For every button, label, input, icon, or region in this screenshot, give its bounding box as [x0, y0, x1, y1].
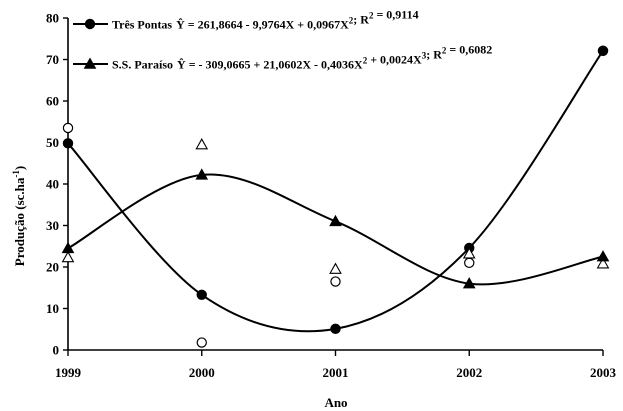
x-tick-label: 2000: [189, 365, 215, 380]
legend-label-1: Três Pontas: [112, 18, 172, 32]
observed-point-series-1: [330, 276, 341, 287]
equation-superscript: 2: [349, 16, 354, 26]
x-tick-label: 2001: [323, 365, 349, 380]
legend-marker-2: [83, 57, 97, 69]
x-tick-label: 2002: [456, 365, 482, 380]
equation-superscript: 2: [369, 11, 374, 21]
y-tick-label: 70: [46, 52, 59, 67]
observed-point-series-2: [462, 247, 476, 259]
x-tick-label: 2003: [590, 365, 617, 380]
equation-term: = 0,9114: [373, 8, 418, 22]
legend: Três Pontas Ŷ = 261,8664 - 9,9764X + 0,09…: [73, 8, 492, 72]
data-points: [61, 45, 610, 348]
legend-equation-1: Ŷ = 261,8664 - 9,9764X + 0,0967X2; R2 = …: [176, 8, 419, 32]
legend-label-2: S.S. Paraíso: [112, 58, 173, 72]
y-tick-label: 40: [46, 177, 59, 192]
fitted-point-series-1: [597, 45, 609, 56]
fitted-curve-1: [67, 50, 604, 333]
equation-superscript: 2: [363, 56, 368, 66]
observed-point-series-2: [596, 257, 610, 269]
fitted-point-series-1: [62, 138, 74, 149]
equation-term: = - 309,0665 + 21,0602X - 0,4036X: [186, 58, 363, 72]
observed-point-series-1: [464, 257, 475, 269]
fitted-curves: [67, 50, 604, 333]
fitted-point-series-1: [330, 323, 341, 335]
legend-equation-2: Ŷ = - 309,0665 + 21,0602X - 0,4036X2 + 0…: [177, 43, 492, 72]
equation-yhat: Ŷ: [177, 58, 186, 72]
legend-marker-1: [84, 18, 96, 30]
fitted-point-series-1: [196, 289, 207, 301]
y-axis-title-sup: -1: [11, 170, 21, 178]
equation-yhat: Ŷ: [176, 18, 185, 32]
y-tick-label: 80: [46, 11, 59, 26]
observed-point-series-2: [61, 250, 75, 263]
equation-term: ; R: [353, 13, 369, 27]
y-axis-title-close: ): [12, 166, 27, 170]
equation-term: = 261,8664 - 9,9764X + 0,0967X: [185, 18, 349, 32]
observed-point-series-2: [195, 138, 209, 150]
fitted-point-series-2: [61, 241, 75, 254]
y-tick-label: 10: [46, 301, 59, 316]
y-tick-label: 30: [46, 218, 59, 233]
observed-point-series-2: [329, 262, 342, 274]
equation-term: ; R: [426, 48, 442, 62]
equation-superscript: 3: [422, 51, 427, 61]
equation-term: = 0,6082: [446, 43, 492, 57]
y-axis-title-text: Produção (sc.ha: [12, 177, 27, 266]
equation-term: + 0,0024X: [367, 53, 422, 67]
x-axis-title: Ano: [324, 395, 347, 410]
y-axis-title: Produção (sc.ha-1): [11, 166, 27, 266]
equation-superscript: 2: [442, 46, 447, 56]
y-tick-label: 0: [53, 343, 60, 358]
observed-point-series-1: [196, 337, 207, 348]
fitted-point-series-2: [329, 214, 342, 227]
fitted-point-series-2: [195, 168, 209, 180]
axes: 0 10 20 30 40 50 60 70 80 1999 2000 2001 2002 2003: [46, 11, 617, 381]
y-tick-label: 50: [46, 135, 59, 150]
y-tick-label: 60: [46, 94, 59, 109]
x-tick-label: 1999: [55, 365, 82, 380]
observed-point-series-1: [62, 122, 74, 134]
fitted-point-series-2: [596, 250, 610, 262]
y-tick-label: 20: [46, 260, 59, 275]
fitted-point-series-2: [462, 277, 476, 289]
